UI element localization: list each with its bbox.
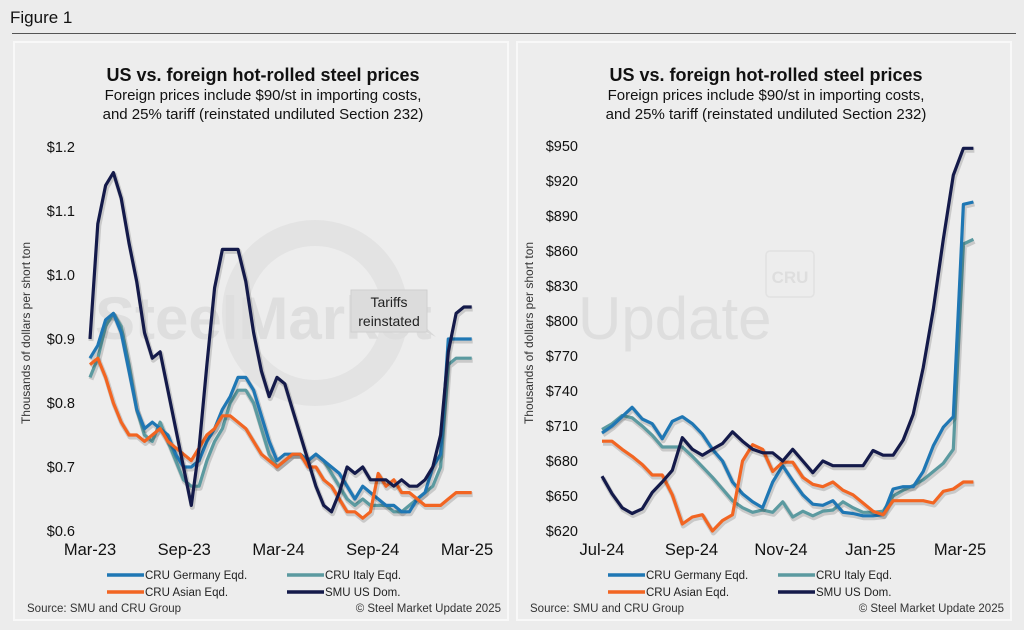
- legend-label-italy: CRU Italy Eqd.: [325, 570, 401, 582]
- y-tick-label: $740: [546, 384, 578, 400]
- y-axis-label: Thousands of dollars per short ton: [19, 242, 33, 424]
- y-tick-label: $0.8: [47, 396, 75, 412]
- legend-label-asian: CRU Asian Eqd.: [646, 587, 729, 599]
- x-tick-label: Jan-25: [845, 541, 895, 559]
- figure-divider: [12, 33, 1016, 34]
- chart-subtitle-1: Foreign prices include $90/st in importi…: [105, 87, 422, 104]
- x-tick-label: Nov-24: [754, 541, 807, 559]
- series-line-germany: [88, 311, 472, 514]
- y-tick-label: $830: [546, 279, 578, 295]
- series-lines: [600, 146, 976, 536]
- y-tick-label: $950: [546, 139, 578, 155]
- chart-panel-right: Update CRU US vs. foreign hot-rolled ste…: [516, 41, 1012, 621]
- y-tick-label: $0.7: [47, 460, 75, 476]
- y-axis-label: Thousands of dollars per short ton: [522, 242, 536, 424]
- chart-title: US vs. foreign hot-rolled steel prices: [609, 65, 922, 85]
- x-tick-label: Jul-24: [580, 541, 625, 559]
- copyright-note: © Steel Market Update 2025: [859, 603, 1004, 615]
- series-shadow-us: [600, 147, 975, 518]
- chart-subtitle-2: and 25% tariff (reinstated undiluted Sec…: [606, 106, 927, 123]
- y-tick-label: $920: [546, 174, 578, 190]
- y-tick-label: $650: [546, 489, 578, 505]
- chart-title: US vs. foreign hot-rolled steel prices: [106, 65, 419, 85]
- y-tick-label: $710: [546, 419, 578, 435]
- x-tick-label: Mar-25: [441, 541, 493, 559]
- x-tick-label: Sep-24: [665, 541, 718, 559]
- y-axis-ticks: $620 $650 $680 $710 $740 $770 $800 $830 $860 $890…: [546, 139, 578, 540]
- chart-subtitle-1: Foreign prices include $90/st in importi…: [608, 87, 925, 104]
- series-line-us: [88, 171, 472, 514]
- copyright-note: © Steel Market Update 2025: [356, 603, 501, 615]
- y-tick-label: $1.1: [47, 204, 75, 220]
- legend: CRU Germany Eqd. CRU Italy Eqd. CRU Asian …: [608, 570, 892, 599]
- x-tick-label: Mar-24: [252, 541, 304, 559]
- series-shadow-asian: [89, 357, 473, 523]
- y-tick-label: $770: [546, 349, 578, 365]
- series-line-us: [600, 146, 974, 516]
- x-tick-label: Mar-25: [934, 541, 986, 559]
- annotation-text-1: Tariffs: [370, 294, 407, 310]
- watermark-cru-logo: CRU: [772, 268, 809, 287]
- legend-label-germany: CRU Germany Eqd.: [646, 570, 748, 582]
- watermark-text-light: Update: [578, 285, 771, 352]
- annotation-tariffs: Tariffs reinstated: [350, 289, 436, 337]
- legend-label-us: SMU US Dom.: [816, 587, 891, 599]
- chart-subtitle-2: and 25% tariff (reinstated undiluted Sec…: [103, 106, 424, 123]
- y-tick-label: $890: [546, 209, 578, 225]
- y-tick-label: $680: [546, 454, 578, 470]
- y-tick-label: $0.9: [47, 332, 75, 348]
- figure-title: Figure 1: [10, 8, 73, 27]
- chart-left-svg: SteelMarket US vs. foreign hot-rolled st…: [19, 65, 501, 615]
- x-tick-label: Mar-23: [64, 541, 116, 559]
- y-tick-label: $800: [546, 314, 578, 330]
- legend-label-us: SMU US Dom.: [325, 587, 400, 599]
- annotation-box: [350, 289, 428, 333]
- x-axis-ticks: Jul-24 Sep-24 Nov-24 Jan-25 Mar-25: [580, 541, 987, 559]
- watermark: Update CRU: [578, 250, 815, 352]
- legend: CRU Germany Eqd. CRU Italy Eqd. CRU Asian …: [107, 570, 401, 599]
- annotation-text-2: reinstated: [358, 313, 419, 329]
- y-tick-label: $0.6: [47, 524, 75, 540]
- y-tick-label: $1.0: [47, 268, 75, 284]
- y-tick-label: $860: [546, 244, 578, 260]
- series-shadow-italy: [88, 312, 473, 517]
- legend-label-asian: CRU Asian Eqd.: [145, 587, 228, 599]
- chart-panel-left: SteelMarket US vs. foreign hot-rolled st…: [13, 41, 509, 621]
- source-note: Source: SMU and CRU Group: [27, 603, 181, 615]
- series-line-asian: [88, 356, 472, 520]
- x-axis-ticks: Mar-23 Sep-23 Mar-24 Sep-24 Mar-25: [64, 541, 493, 559]
- legend-label-italy: CRU Italy Eqd.: [816, 570, 892, 582]
- series-lines: [88, 171, 473, 523]
- chart-right-svg: Update CRU US vs. foreign hot-rolled ste…: [522, 65, 1004, 615]
- y-tick-label: $1.2: [47, 140, 75, 156]
- legend-label-germany: CRU Germany Eqd.: [145, 570, 247, 582]
- x-tick-label: Sep-23: [158, 541, 211, 559]
- series-line-germany: [601, 200, 974, 518]
- x-tick-label: Sep-24: [346, 541, 399, 559]
- watermark-cru-box: [765, 250, 815, 298]
- y-tick-label: $620: [546, 524, 578, 540]
- source-note: Source: SMU and CRU Group: [530, 603, 684, 615]
- y-axis-ticks: $0.6 $0.7 $0.8 $0.9 $1.0 $1.1 $1.2: [47, 140, 75, 540]
